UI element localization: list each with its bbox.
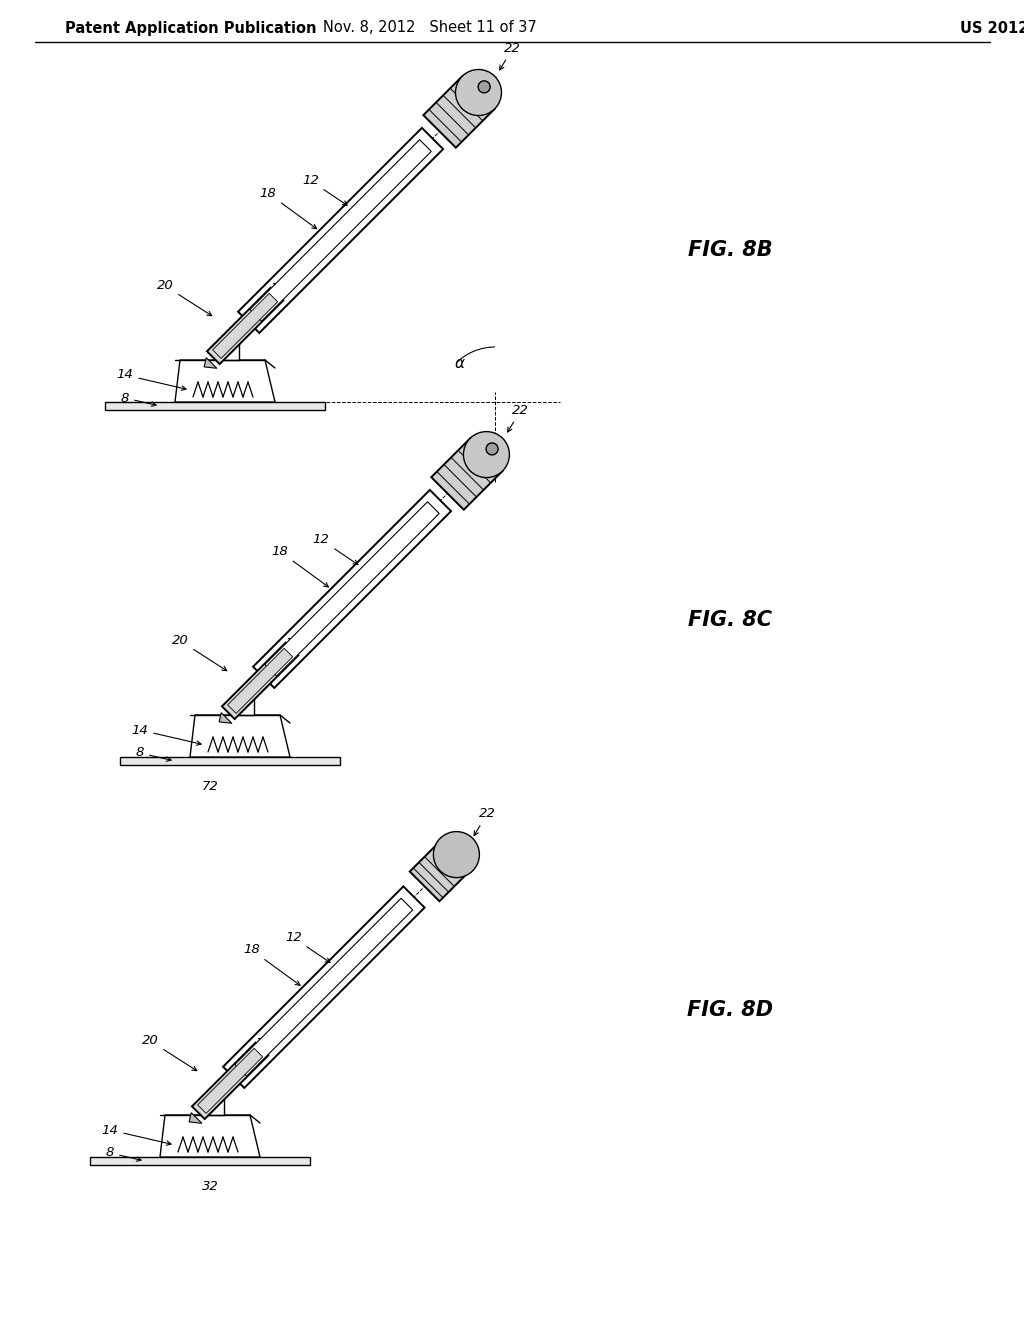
Polygon shape xyxy=(253,490,451,688)
Polygon shape xyxy=(198,1048,263,1113)
Text: 8: 8 xyxy=(105,1147,141,1162)
Text: 14: 14 xyxy=(101,1123,171,1146)
Text: 12: 12 xyxy=(313,533,357,565)
Polygon shape xyxy=(238,696,254,715)
Text: 22: 22 xyxy=(474,808,496,836)
Text: 8: 8 xyxy=(136,747,171,762)
Text: 18: 18 xyxy=(259,186,316,228)
Polygon shape xyxy=(219,713,231,723)
Polygon shape xyxy=(160,1115,260,1158)
Text: $\alpha$: $\alpha$ xyxy=(454,356,466,371)
Text: 20: 20 xyxy=(157,280,212,315)
Text: FIG. 8C: FIG. 8C xyxy=(688,610,772,630)
Polygon shape xyxy=(273,284,286,294)
Text: 72: 72 xyxy=(202,780,218,793)
Text: FIG. 8B: FIG. 8B xyxy=(688,240,772,260)
Text: Patent Application Publication: Patent Application Publication xyxy=(65,21,316,36)
Text: 14: 14 xyxy=(117,368,186,391)
Text: 22: 22 xyxy=(500,42,521,70)
Polygon shape xyxy=(204,358,217,368)
Text: 12: 12 xyxy=(302,174,347,206)
Polygon shape xyxy=(223,341,239,360)
Text: FIG. 8D: FIG. 8D xyxy=(687,1001,773,1020)
Circle shape xyxy=(464,432,509,478)
Polygon shape xyxy=(213,293,278,359)
Text: 8: 8 xyxy=(121,392,156,407)
Text: 18: 18 xyxy=(243,944,300,985)
Polygon shape xyxy=(191,1043,268,1119)
Polygon shape xyxy=(265,502,439,676)
Polygon shape xyxy=(250,140,431,321)
Text: Nov. 8, 2012   Sheet 11 of 37: Nov. 8, 2012 Sheet 11 of 37 xyxy=(324,21,537,36)
Text: 18: 18 xyxy=(271,545,329,587)
Polygon shape xyxy=(431,438,503,510)
Text: 32: 32 xyxy=(202,1180,218,1193)
Circle shape xyxy=(433,832,479,878)
Text: 20: 20 xyxy=(141,1035,197,1071)
Polygon shape xyxy=(223,887,425,1088)
Polygon shape xyxy=(410,840,471,902)
Text: 14: 14 xyxy=(132,723,201,746)
Text: 22: 22 xyxy=(508,404,529,432)
Polygon shape xyxy=(234,898,413,1076)
Polygon shape xyxy=(207,288,284,364)
Polygon shape xyxy=(190,715,290,756)
Polygon shape xyxy=(227,648,293,713)
Circle shape xyxy=(478,81,490,92)
Polygon shape xyxy=(222,643,298,719)
Polygon shape xyxy=(175,360,275,403)
Polygon shape xyxy=(120,756,340,766)
Polygon shape xyxy=(238,128,443,333)
Polygon shape xyxy=(105,403,325,411)
Circle shape xyxy=(456,70,502,116)
Text: 20: 20 xyxy=(172,635,226,671)
Polygon shape xyxy=(189,1113,202,1123)
Text: 12: 12 xyxy=(285,931,330,962)
Polygon shape xyxy=(208,1096,224,1115)
Text: US 2012/0283543 A1: US 2012/0283543 A1 xyxy=(961,21,1024,36)
Polygon shape xyxy=(289,639,301,649)
Polygon shape xyxy=(258,1039,271,1049)
Polygon shape xyxy=(90,1158,310,1166)
Polygon shape xyxy=(423,77,495,148)
Circle shape xyxy=(486,444,498,455)
